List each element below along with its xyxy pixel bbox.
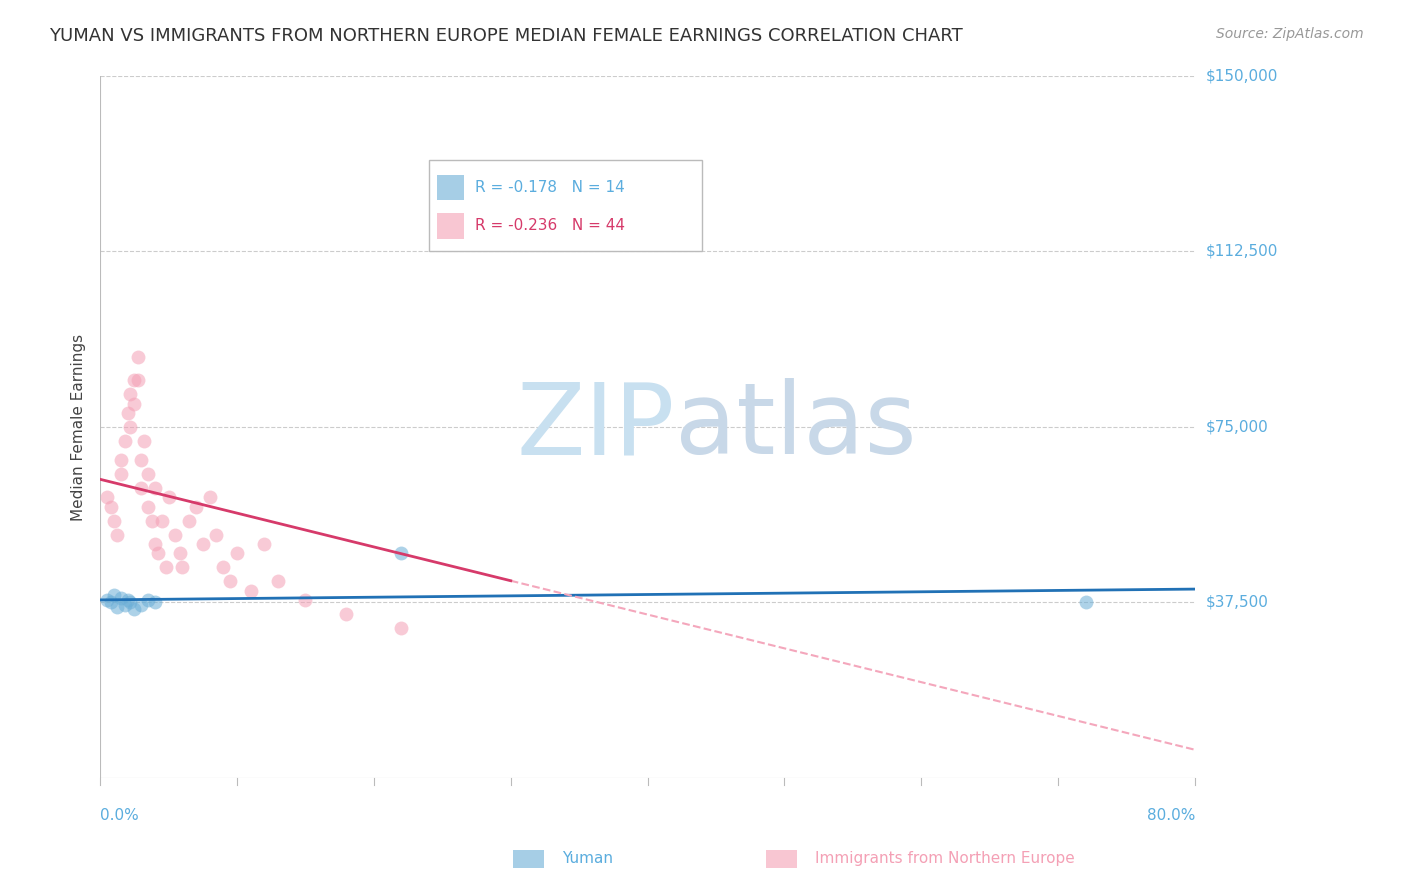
Text: Immigrants from Northern Europe: Immigrants from Northern Europe bbox=[815, 852, 1076, 866]
Point bbox=[136, 593, 159, 607]
Y-axis label: Median Female Earnings: Median Female Earnings bbox=[72, 334, 86, 521]
Text: $37,500: $37,500 bbox=[1206, 595, 1270, 610]
Point bbox=[120, 595, 142, 609]
Point bbox=[155, 560, 177, 574]
Text: atlas: atlas bbox=[675, 378, 917, 475]
Point bbox=[335, 607, 357, 622]
Text: $150,000: $150,000 bbox=[1206, 69, 1278, 84]
Point bbox=[124, 602, 146, 616]
Bar bbox=[429, 161, 703, 252]
Point bbox=[120, 420, 142, 434]
Point bbox=[100, 595, 122, 609]
Text: R = -0.236   N = 44: R = -0.236 N = 44 bbox=[475, 219, 626, 234]
Point bbox=[105, 527, 128, 541]
Point bbox=[127, 350, 149, 364]
Point bbox=[169, 546, 191, 560]
Point bbox=[141, 514, 163, 528]
Point bbox=[143, 537, 166, 551]
Point bbox=[124, 373, 146, 387]
Point bbox=[143, 595, 166, 609]
Point bbox=[389, 621, 412, 635]
Point bbox=[205, 527, 228, 541]
Point bbox=[157, 490, 180, 504]
Point bbox=[165, 527, 187, 541]
Point bbox=[105, 600, 128, 615]
Point bbox=[96, 593, 118, 607]
Point bbox=[239, 583, 262, 598]
Point bbox=[114, 434, 136, 448]
Point bbox=[103, 514, 125, 528]
Point bbox=[120, 387, 142, 401]
Point bbox=[212, 560, 235, 574]
Point bbox=[103, 589, 125, 603]
Point bbox=[432, 233, 454, 247]
Point bbox=[136, 467, 159, 481]
Point bbox=[177, 514, 200, 528]
Point bbox=[127, 373, 149, 387]
Point bbox=[129, 481, 152, 495]
Text: 80.0%: 80.0% bbox=[1147, 808, 1195, 823]
Point bbox=[110, 452, 132, 467]
Point bbox=[146, 546, 169, 560]
Point bbox=[198, 490, 221, 504]
Point bbox=[117, 593, 139, 607]
Point bbox=[253, 537, 276, 551]
Point bbox=[136, 500, 159, 514]
Point bbox=[150, 514, 173, 528]
Point bbox=[143, 481, 166, 495]
Point bbox=[129, 452, 152, 467]
Text: 0.0%: 0.0% bbox=[100, 808, 139, 823]
Point bbox=[1074, 595, 1097, 609]
Point bbox=[267, 574, 290, 589]
Point bbox=[100, 500, 122, 514]
Text: Source: ZipAtlas.com: Source: ZipAtlas.com bbox=[1216, 27, 1364, 41]
Text: $112,500: $112,500 bbox=[1206, 244, 1278, 259]
Text: ZIP: ZIP bbox=[516, 378, 675, 475]
Point bbox=[226, 546, 249, 560]
Text: $75,000: $75,000 bbox=[1206, 419, 1268, 434]
Point bbox=[124, 396, 146, 410]
Point bbox=[219, 574, 242, 589]
Point bbox=[184, 500, 207, 514]
Point bbox=[117, 406, 139, 420]
Point bbox=[191, 537, 214, 551]
Point bbox=[96, 490, 118, 504]
Text: Yuman: Yuman bbox=[562, 852, 613, 866]
Bar bbox=[437, 213, 464, 239]
Point bbox=[110, 591, 132, 605]
Text: R = -0.178   N = 14: R = -0.178 N = 14 bbox=[475, 180, 624, 195]
Bar bbox=[437, 175, 464, 201]
Point bbox=[132, 434, 155, 448]
Point bbox=[172, 560, 194, 574]
Text: YUMAN VS IMMIGRANTS FROM NORTHERN EUROPE MEDIAN FEMALE EARNINGS CORRELATION CHAR: YUMAN VS IMMIGRANTS FROM NORTHERN EUROPE… bbox=[49, 27, 963, 45]
Point bbox=[129, 598, 152, 612]
Point bbox=[110, 467, 132, 481]
Point bbox=[294, 593, 316, 607]
Point bbox=[389, 546, 412, 560]
Point bbox=[114, 598, 136, 612]
